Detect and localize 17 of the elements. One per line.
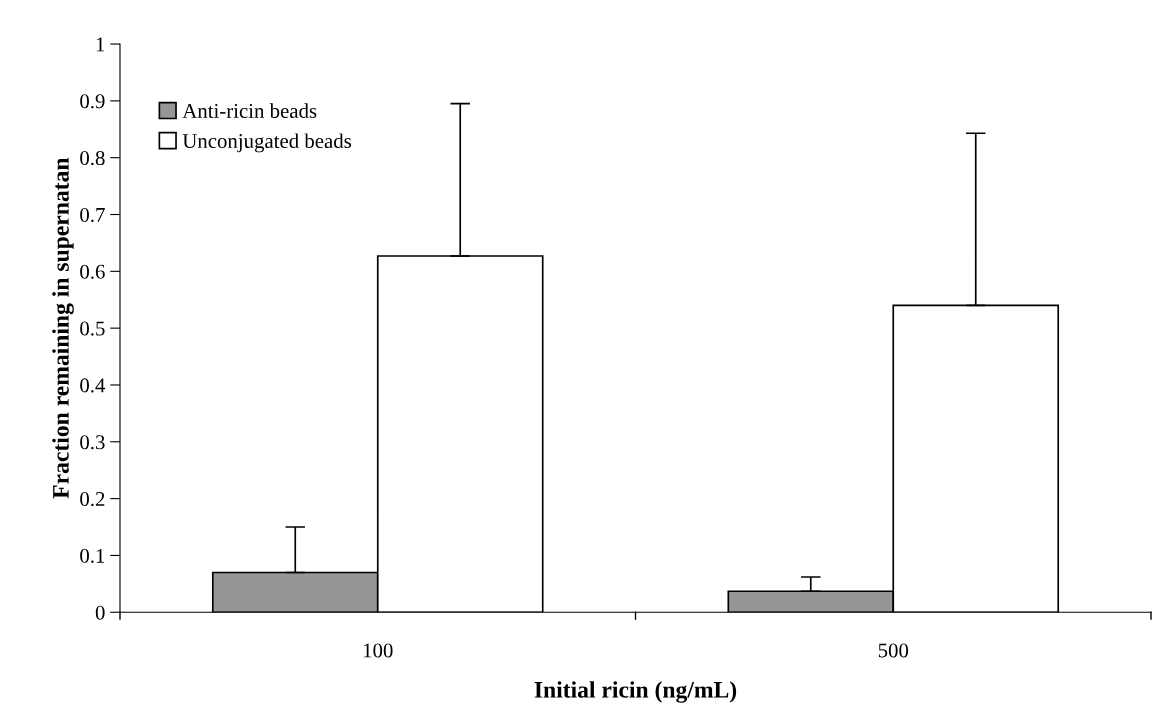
- y-tick-label: 0.1: [80, 548, 105, 563]
- y-tick-label: 0.4: [80, 378, 106, 393]
- legend-label: Unconjugated beads: [182, 133, 352, 153]
- y-tick-label: 0.2: [80, 491, 105, 507]
- x-tick-label: 500: [878, 643, 909, 658]
- y-axis-title: Fraction remaining in supernatan: [52, 157, 74, 499]
- y-tick-label: 0.6: [80, 264, 105, 279]
- y-tick-label: 0.3: [80, 435, 105, 450]
- y-tick-label: 0: [95, 605, 105, 620]
- x-tick-label: 100: [363, 643, 393, 658]
- legend-label: Anti-ricin beads: [182, 103, 317, 118]
- y-tick-label: 0.9: [80, 94, 105, 109]
- y-tick-label: 0.7: [80, 207, 105, 223]
- y-tick-label: 0.8: [80, 151, 105, 166]
- x-axis-title: Initial ricin (ng/mL): [534, 681, 737, 703]
- y-tick-label: 1: [96, 37, 105, 52]
- y-tick-label: 0.5: [80, 321, 105, 336]
